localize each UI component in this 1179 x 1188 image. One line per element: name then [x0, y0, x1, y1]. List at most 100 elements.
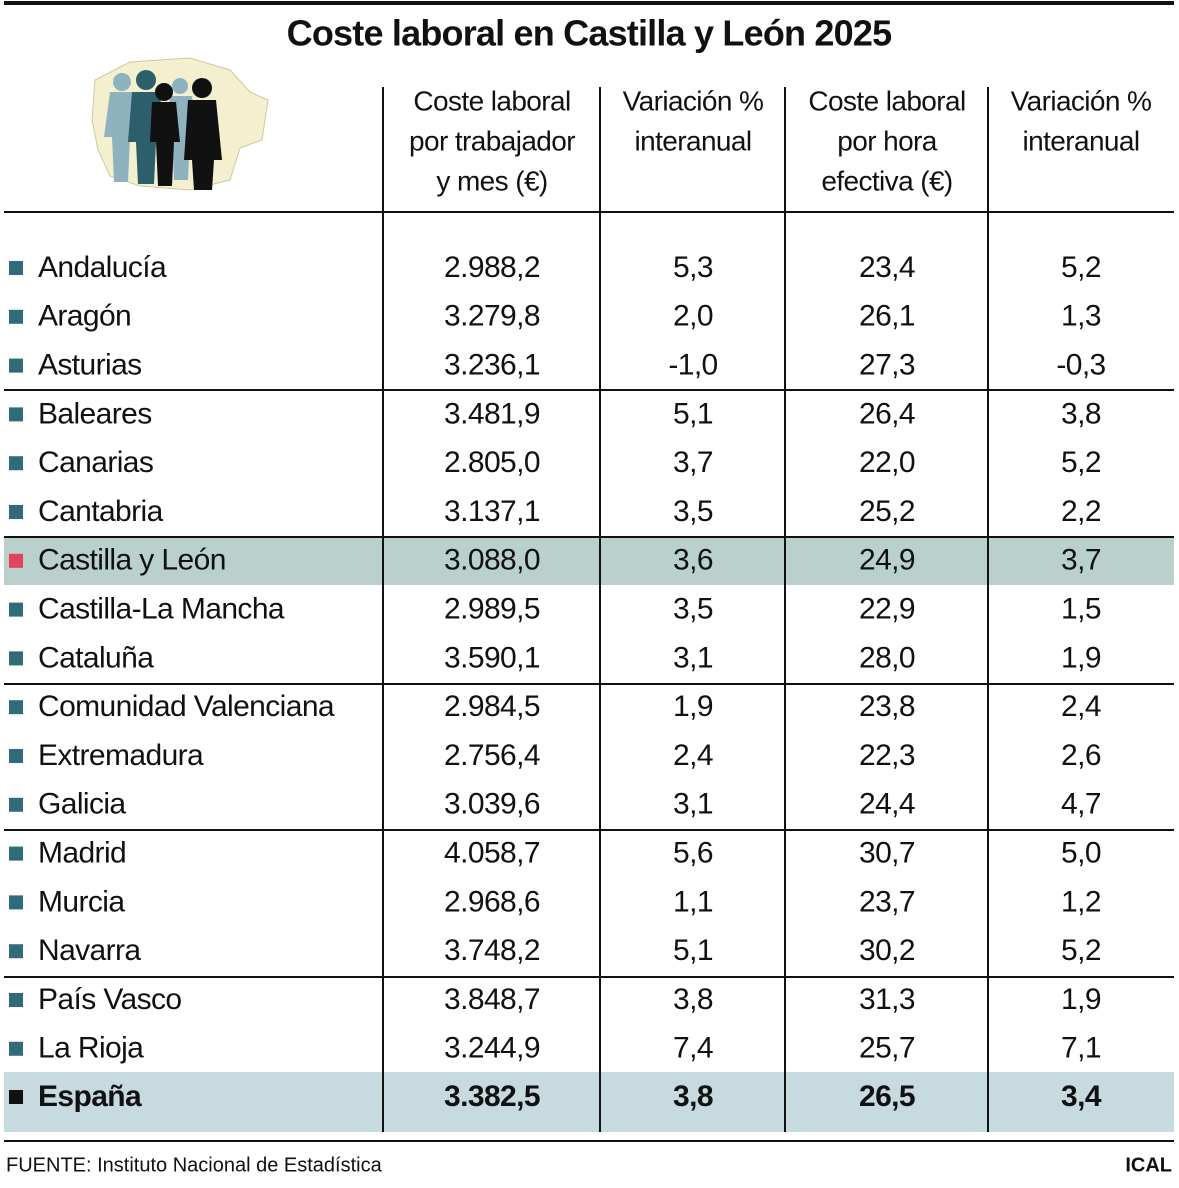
column-header: interanual — [635, 125, 752, 156]
column-header: Variación % — [1011, 85, 1152, 116]
bullet — [9, 309, 23, 324]
silhouettes-front — [150, 78, 222, 190]
region-name: Comunidad Valenciana — [38, 690, 335, 723]
value-cell: 1,9 — [673, 690, 713, 723]
bullet — [9, 602, 23, 617]
value-cell: 23,8 — [859, 690, 915, 723]
region-name: Cantabria — [38, 495, 164, 528]
region-name: Castilla-La Mancha — [38, 593, 285, 626]
value-cell: 3,8 — [673, 983, 713, 1016]
value-cell: 2.989,5 — [444, 593, 540, 626]
value-cell: 3,4 — [1061, 1080, 1102, 1113]
value-cell: 23,4 — [859, 251, 915, 284]
value-cell: 26,5 — [859, 1080, 915, 1113]
value-cell: 2.805,0 — [444, 446, 540, 479]
credit: ICAL — [1125, 1154, 1172, 1176]
highlight-row — [4, 537, 1174, 585]
region-name: Baleares — [38, 397, 152, 430]
value-cell: 28,0 — [859, 641, 915, 674]
column-header: y mes (€) — [436, 165, 547, 196]
value-cell: 3,5 — [673, 495, 713, 528]
value-cell: 26,1 — [859, 300, 915, 333]
region-name: Andalucía — [38, 251, 167, 284]
bullet — [9, 261, 23, 275]
value-cell: 3,7 — [673, 446, 713, 479]
value-cell: 2,2 — [1061, 495, 1101, 528]
bullet — [9, 456, 23, 471]
value-cell: 7,4 — [673, 1032, 713, 1065]
value-cell: 3,7 — [1061, 544, 1101, 577]
bullet — [9, 797, 23, 812]
value-cell: 5,6 — [673, 837, 713, 870]
value-cell: 1,2 — [1061, 885, 1101, 918]
value-cell: 22,0 — [859, 446, 915, 479]
value-cell: 3.590,1 — [444, 641, 540, 674]
bullet — [9, 944, 23, 959]
value-cell: 3.382,5 — [444, 1080, 540, 1113]
value-cell: 3.236,1 — [444, 349, 540, 382]
value-cell: 3,6 — [673, 544, 713, 577]
value-cell: 3.088,0 — [444, 544, 540, 577]
source: FUENTE: Instituto Nacional de Estadístic… — [6, 1154, 383, 1176]
region-name: Galicia — [38, 788, 126, 821]
value-cell: 1,3 — [1061, 300, 1101, 333]
value-cell: 5,3 — [673, 251, 713, 284]
region-name: España — [38, 1080, 142, 1113]
column-header: por trabajador — [409, 125, 575, 156]
value-cell: 4.058,7 — [444, 837, 540, 870]
value-cell: 1,9 — [1061, 983, 1101, 1016]
region-name: Cataluña — [38, 641, 154, 674]
value-cell: 2.968,6 — [444, 885, 540, 918]
value-cell: 31,3 — [859, 983, 915, 1016]
region-name: País Vasco — [38, 983, 182, 1016]
value-cell: 3,1 — [673, 788, 713, 821]
column-header: Coste laboral — [808, 85, 965, 116]
title: Coste laboral en Castilla y León 2025 — [287, 13, 892, 54]
value-cell: 1,1 — [673, 885, 713, 918]
region-name: Canarias — [38, 446, 153, 479]
value-cell: 3,8 — [1061, 397, 1101, 430]
value-cell: 22,9 — [859, 593, 915, 626]
highlight-row — [4, 1072, 1174, 1132]
value-cell: -1,0 — [668, 349, 717, 382]
region-name: Asturias — [38, 349, 142, 382]
value-cell: 7,1 — [1061, 1032, 1101, 1065]
value-cell: 1,5 — [1061, 593, 1101, 626]
bullet — [9, 358, 23, 373]
value-cell: 3.481,9 — [444, 397, 540, 430]
region-name: La Rioja — [38, 1032, 144, 1065]
value-cell: 3,5 — [673, 593, 713, 626]
column-header: Variación % — [623, 85, 764, 116]
value-cell: 3.279,8 — [444, 300, 540, 333]
value-cell: 5,2 — [1061, 934, 1101, 967]
value-cell: 3,8 — [673, 1080, 713, 1113]
value-cell: 3.848,7 — [444, 983, 540, 1016]
bullet — [9, 505, 23, 519]
value-cell: 27,3 — [859, 349, 915, 382]
row-rules — [4, 211, 1174, 1142]
value-cell: 2.756,4 — [444, 739, 540, 772]
column-rules — [382, 87, 989, 1132]
value-cell: 26,4 — [859, 397, 915, 430]
bullet — [9, 1090, 23, 1104]
value-cell: -0,3 — [1056, 349, 1105, 382]
header-icon — [91, 57, 269, 191]
bullet — [9, 651, 23, 666]
bullet — [9, 993, 23, 1007]
value-cell: 5,2 — [1061, 446, 1101, 479]
bullet — [9, 749, 23, 763]
value-cell: 5,1 — [673, 397, 713, 430]
value-cell: 3.748,2 — [444, 934, 540, 967]
value-cell: 5,0 — [1061, 837, 1101, 870]
region-name: Aragón — [38, 300, 131, 333]
value-cell: 2.988,2 — [444, 251, 540, 284]
value-cell: 23,7 — [859, 885, 915, 918]
value-cell: 5,2 — [1061, 251, 1101, 284]
value-cell: 24,4 — [859, 788, 915, 821]
value-cell: 3.244,9 — [444, 1032, 540, 1065]
value-cell: 22,3 — [859, 739, 915, 772]
bullet — [9, 846, 23, 861]
value-cell: 25,2 — [859, 495, 915, 528]
region-name: Navarra — [38, 934, 141, 967]
